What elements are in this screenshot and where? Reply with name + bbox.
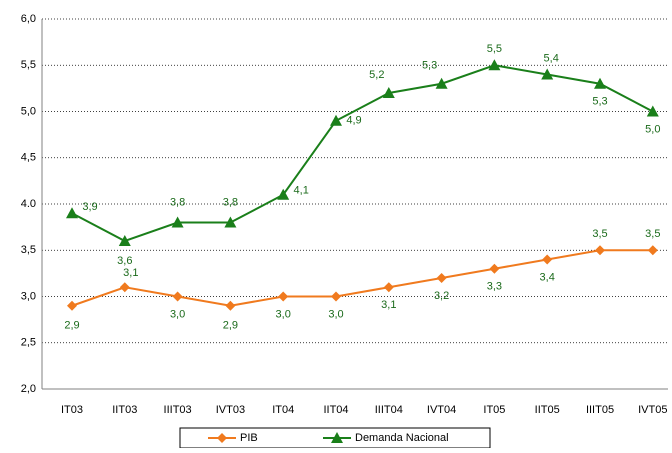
point bbox=[383, 282, 394, 293]
data-label: 3,2 bbox=[434, 290, 449, 302]
data-label: 5,3 bbox=[422, 60, 437, 72]
x-tick-label: IT04 bbox=[272, 404, 294, 416]
point bbox=[67, 300, 77, 311]
point bbox=[119, 282, 130, 293]
point bbox=[66, 207, 78, 219]
data-label: 3,8 bbox=[170, 196, 185, 208]
point bbox=[382, 87, 395, 98]
y-tick-label: 4,5 bbox=[21, 152, 36, 164]
data-label: 4,1 bbox=[294, 185, 309, 197]
point bbox=[647, 245, 658, 256]
point bbox=[118, 235, 131, 246]
x-tick-label: IIIT03 bbox=[164, 404, 192, 416]
data-label: 5,2 bbox=[369, 69, 384, 81]
x-tick-label: IIT05 bbox=[535, 404, 560, 416]
x-tick-label: IT05 bbox=[483, 404, 505, 416]
data-label: 2,9 bbox=[64, 320, 79, 332]
y-tick-label: 5,0 bbox=[21, 105, 36, 117]
point bbox=[331, 291, 341, 302]
x-tick-label: IVT03 bbox=[216, 404, 245, 416]
data-label: 3,0 bbox=[328, 308, 343, 320]
point bbox=[225, 300, 236, 311]
data-label: 4,9 bbox=[346, 115, 361, 127]
point bbox=[489, 263, 500, 274]
point bbox=[278, 291, 289, 302]
point bbox=[435, 77, 448, 89]
x-tick-label: IVT04 bbox=[427, 404, 456, 416]
x-tick-label: IVT05 bbox=[638, 404, 667, 416]
point bbox=[331, 432, 343, 443]
point bbox=[330, 114, 342, 126]
x-tick-label: IIIT04 bbox=[375, 404, 403, 416]
point bbox=[594, 77, 606, 89]
x-tick-label: IIT03 bbox=[112, 404, 137, 416]
y-tick-label: 5,5 bbox=[21, 59, 36, 71]
y-tick-label: 2,0 bbox=[21, 383, 36, 395]
x-tick-label: IT03 bbox=[61, 404, 83, 416]
legend-label: PIB bbox=[240, 432, 258, 444]
point bbox=[646, 105, 659, 117]
data-label: 3,4 bbox=[540, 271, 555, 283]
data-label: 3,9 bbox=[82, 201, 97, 213]
point bbox=[541, 68, 554, 80]
x-tick-label: IIT04 bbox=[323, 404, 348, 416]
legend-label: Demanda Nacional bbox=[355, 432, 449, 444]
x-tick-label: IIIT05 bbox=[586, 404, 614, 416]
point bbox=[217, 433, 227, 443]
data-label: 2,9 bbox=[223, 320, 238, 332]
y-tick-label: 2,5 bbox=[21, 337, 36, 349]
point bbox=[436, 273, 447, 283]
data-label: 3,0 bbox=[276, 308, 291, 320]
data-label: 3,5 bbox=[592, 228, 607, 240]
data-label: 3,0 bbox=[170, 308, 185, 320]
data-label: 5,4 bbox=[544, 52, 559, 64]
point bbox=[595, 245, 605, 256]
y-tick-label: 4.0 bbox=[21, 198, 36, 210]
data-label: 3,1 bbox=[123, 267, 138, 279]
data-label: 3,3 bbox=[487, 281, 502, 293]
y-tick-label: 6,0 bbox=[21, 13, 36, 25]
point bbox=[542, 254, 553, 265]
data-label: 3,6 bbox=[117, 255, 132, 267]
series-line bbox=[71, 249, 653, 307]
data-label: 5,3 bbox=[592, 96, 607, 108]
point bbox=[224, 216, 237, 228]
data-label: 3,8 bbox=[223, 196, 238, 208]
series-line bbox=[71, 64, 654, 243]
y-tick-label: 3,5 bbox=[21, 244, 36, 256]
y-tick-label: 3,0 bbox=[21, 290, 36, 302]
data-label: 5,5 bbox=[487, 43, 502, 55]
data-label: 5,0 bbox=[645, 123, 660, 135]
point bbox=[172, 291, 183, 302]
point bbox=[277, 188, 290, 200]
data-label: 3,1 bbox=[381, 299, 396, 311]
data-label: 3,5 bbox=[645, 228, 660, 240]
point bbox=[488, 59, 501, 71]
point bbox=[171, 216, 184, 228]
